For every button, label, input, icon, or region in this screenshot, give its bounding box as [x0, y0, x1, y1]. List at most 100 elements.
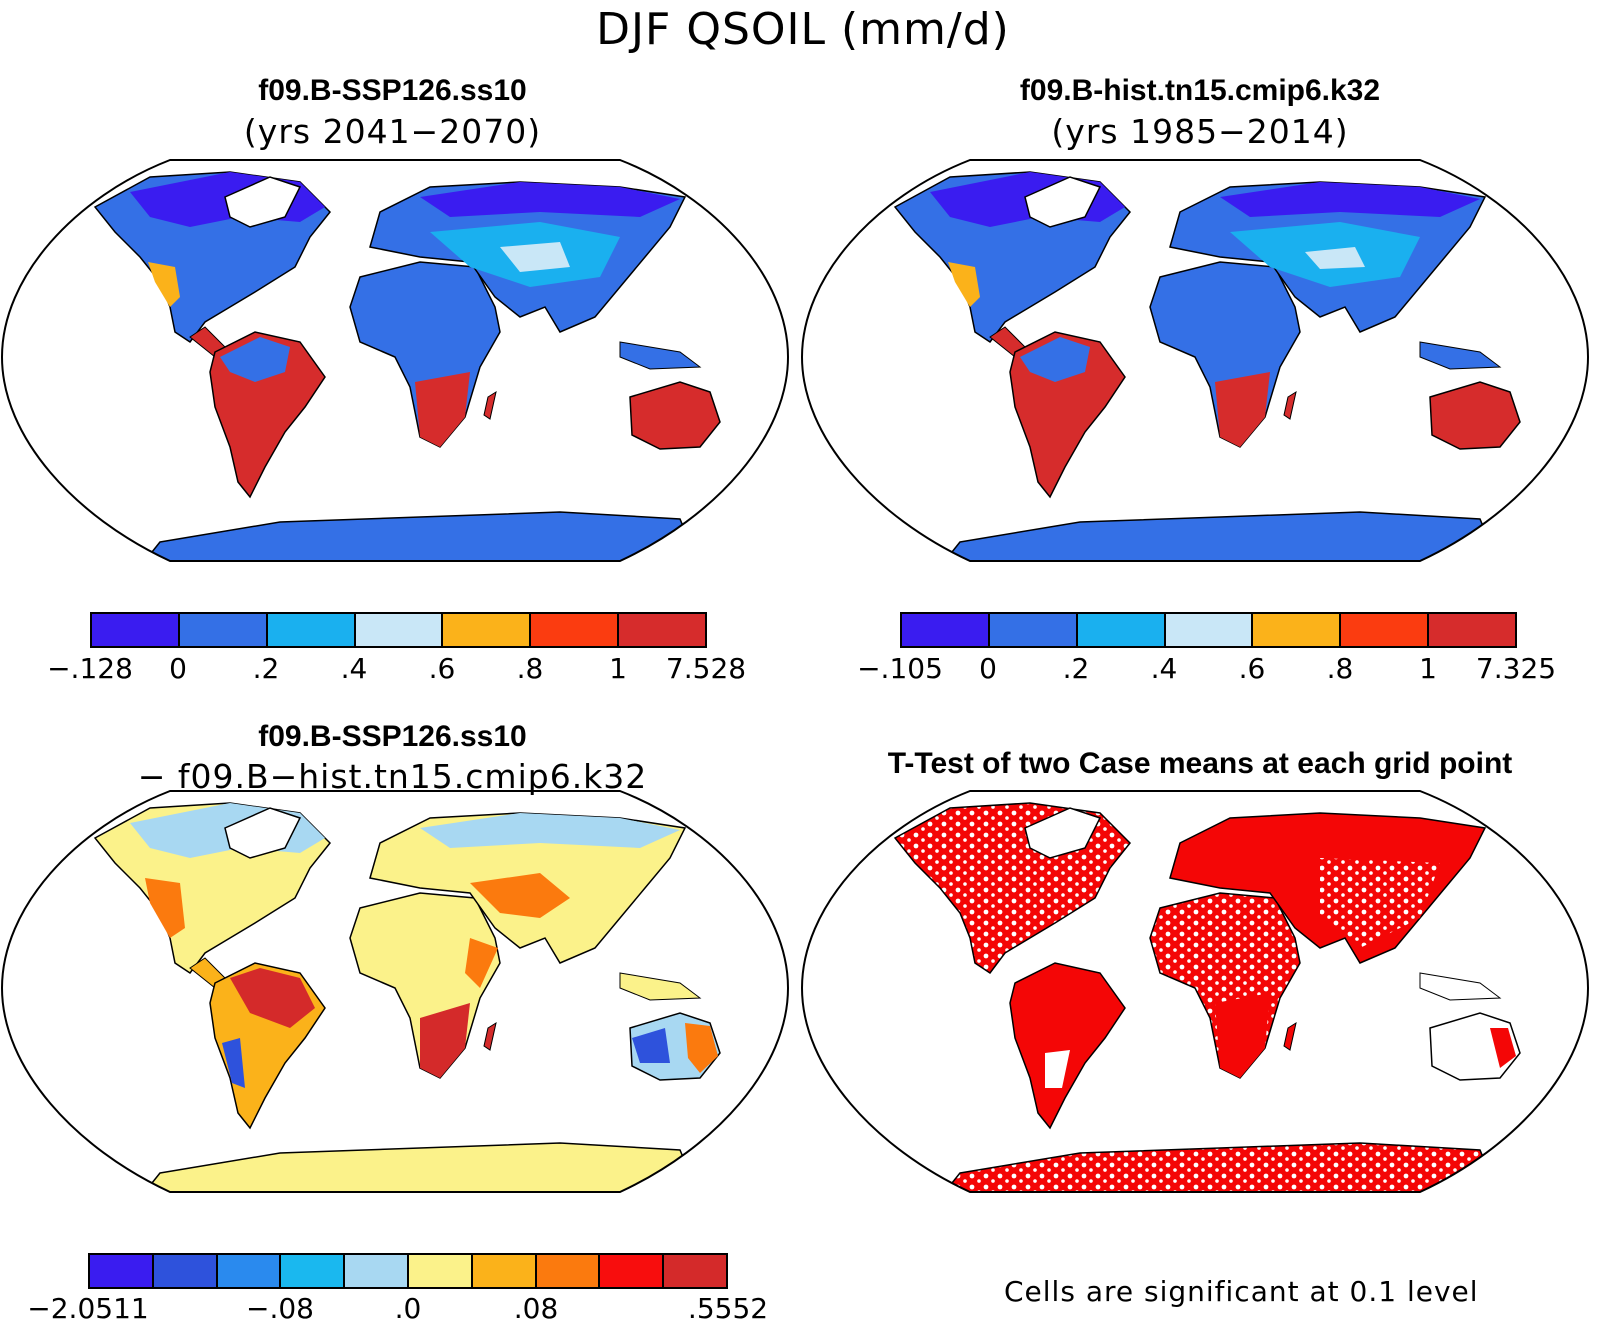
colorbar-2 [900, 612, 1517, 648]
cbar2-tick: 0 [979, 652, 997, 685]
cbar3-tick: .0 [394, 1292, 422, 1325]
colorbar-3-cell [153, 1255, 218, 1287]
panel3-title: f09.B-SSP126.ss10 [258, 720, 527, 753]
panel1-subtitle: (yrs 2041−2070) [243, 112, 542, 151]
antarctica [138, 511, 702, 561]
south-america-amazon [220, 337, 290, 382]
cbar2-tick: 1 [1419, 652, 1437, 685]
eurasia-north [1220, 182, 1480, 217]
panel1-title: f09.B-SSP126.ss10 [258, 74, 527, 107]
antarctica [938, 511, 1502, 561]
colorbar-3-cell [408, 1255, 473, 1287]
se-asia-islands [619, 341, 702, 370]
se-asia-islands [1419, 341, 1502, 370]
panel4-title: T-Test of two Case means at each grid po… [887, 747, 1513, 780]
map-panel-2 [800, 159, 1590, 562]
cbar1-tick: −.128 [47, 652, 133, 685]
antarctica [138, 1142, 702, 1192]
figure-title: DJF QSOIL (mm/d) [596, 4, 1010, 55]
colorbar-1-cell [179, 614, 268, 646]
cbar1-tick: .8 [516, 652, 544, 685]
significance-note: Cells are significant at 0.1 level [1004, 1275, 1479, 1308]
south-america-hot [230, 968, 315, 1028]
south-america-cool [222, 1038, 245, 1088]
australia [629, 381, 721, 450]
north-america-warm [145, 878, 185, 938]
colorbar-2-cell [989, 614, 1078, 646]
colorbar-3 [88, 1253, 728, 1289]
eurasia-light [500, 242, 570, 272]
colorbar-2-cell [1077, 614, 1166, 646]
cbar2-tick: 7.325 [1475, 652, 1557, 685]
cbar1-tick: .2 [252, 652, 280, 685]
colorbar-1-cell [619, 614, 706, 646]
eurasia-hot [470, 873, 570, 918]
cbar2-tick: .8 [1326, 652, 1354, 685]
panel2-subtitle: (yrs 1985−2014) [1051, 112, 1349, 151]
colorbar-1 [90, 612, 707, 648]
antarctica [938, 1142, 1502, 1192]
colorbar-2-cell [1165, 614, 1254, 646]
greenland [1024, 807, 1102, 859]
eurasia-north [420, 813, 680, 848]
colorbar-3-cell [281, 1255, 346, 1287]
greenland [224, 807, 302, 859]
colorbar-3-cell [472, 1255, 537, 1287]
colorbar-1-cell [267, 614, 356, 646]
africa-south [415, 372, 470, 447]
cbar1-tick: .4 [340, 652, 368, 685]
cbar3-tick: −.08 [246, 1292, 314, 1325]
cbar1-tick: 1 [609, 652, 627, 685]
colorbar-3-cell [217, 1255, 282, 1287]
cbar3-tick: .08 [513, 1292, 559, 1325]
cbar2-tick: −.105 [857, 652, 943, 685]
greenland [224, 176, 302, 228]
eurasia-light [1305, 247, 1365, 269]
north-america-warm [148, 262, 180, 307]
cbar1-tick: .6 [428, 652, 456, 685]
eurasia-holes [1320, 858, 1440, 948]
colorbar-2-cell [1253, 614, 1342, 646]
colorbar-3-cell [345, 1255, 409, 1287]
greenland [1024, 176, 1102, 228]
cbar2-tick: .2 [1062, 652, 1090, 685]
colorbar-2-cell [902, 614, 990, 646]
africa-east [465, 938, 498, 988]
colorbar-2-cell [1341, 614, 1430, 646]
south-america [1009, 962, 1126, 1130]
cbar1-tick: 0 [169, 652, 187, 685]
map-panel-3 [0, 790, 790, 1193]
panel3-subtitle: − f09.B−hist.tn15.cmip6.k32 [137, 757, 648, 796]
south-america-amazon [1020, 337, 1090, 382]
colorbar-3-cell [664, 1255, 726, 1287]
australia-east [685, 1023, 718, 1073]
colorbar-1-cell [355, 614, 444, 646]
cbar1-tick: 7.528 [665, 652, 747, 685]
map-panel-1 [0, 159, 790, 562]
africa-south [420, 1003, 470, 1078]
australia-west [632, 1028, 670, 1063]
map-panel-4 [800, 790, 1590, 1193]
se-asia-islands [619, 972, 702, 1001]
colorbar-1-cell [531, 614, 620, 646]
madagascar [483, 390, 497, 420]
eurasia-north [420, 182, 680, 217]
cbar2-tick: .6 [1238, 652, 1266, 685]
australia-signif [1490, 1028, 1516, 1068]
colorbar-1-cell [92, 614, 180, 646]
africa-south [1215, 993, 1270, 1078]
colorbar-3-cell [90, 1255, 154, 1287]
madagascar [1283, 1021, 1297, 1051]
north-america-warm [948, 262, 980, 307]
se-asia-islands [1419, 972, 1502, 1001]
australia [1429, 381, 1521, 450]
madagascar [1283, 390, 1297, 420]
cbar3-tick: .5552 [687, 1292, 769, 1325]
cbar2-tick: .4 [1150, 652, 1178, 685]
panel2-title: f09.B-hist.tn15.cmip6.k32 [1019, 74, 1381, 107]
madagascar [483, 1021, 497, 1051]
colorbar-3-cell [600, 1255, 665, 1287]
south-america-gap [1045, 1050, 1070, 1088]
colorbar-2-cell [1429, 614, 1516, 646]
africa-south [1215, 372, 1270, 447]
